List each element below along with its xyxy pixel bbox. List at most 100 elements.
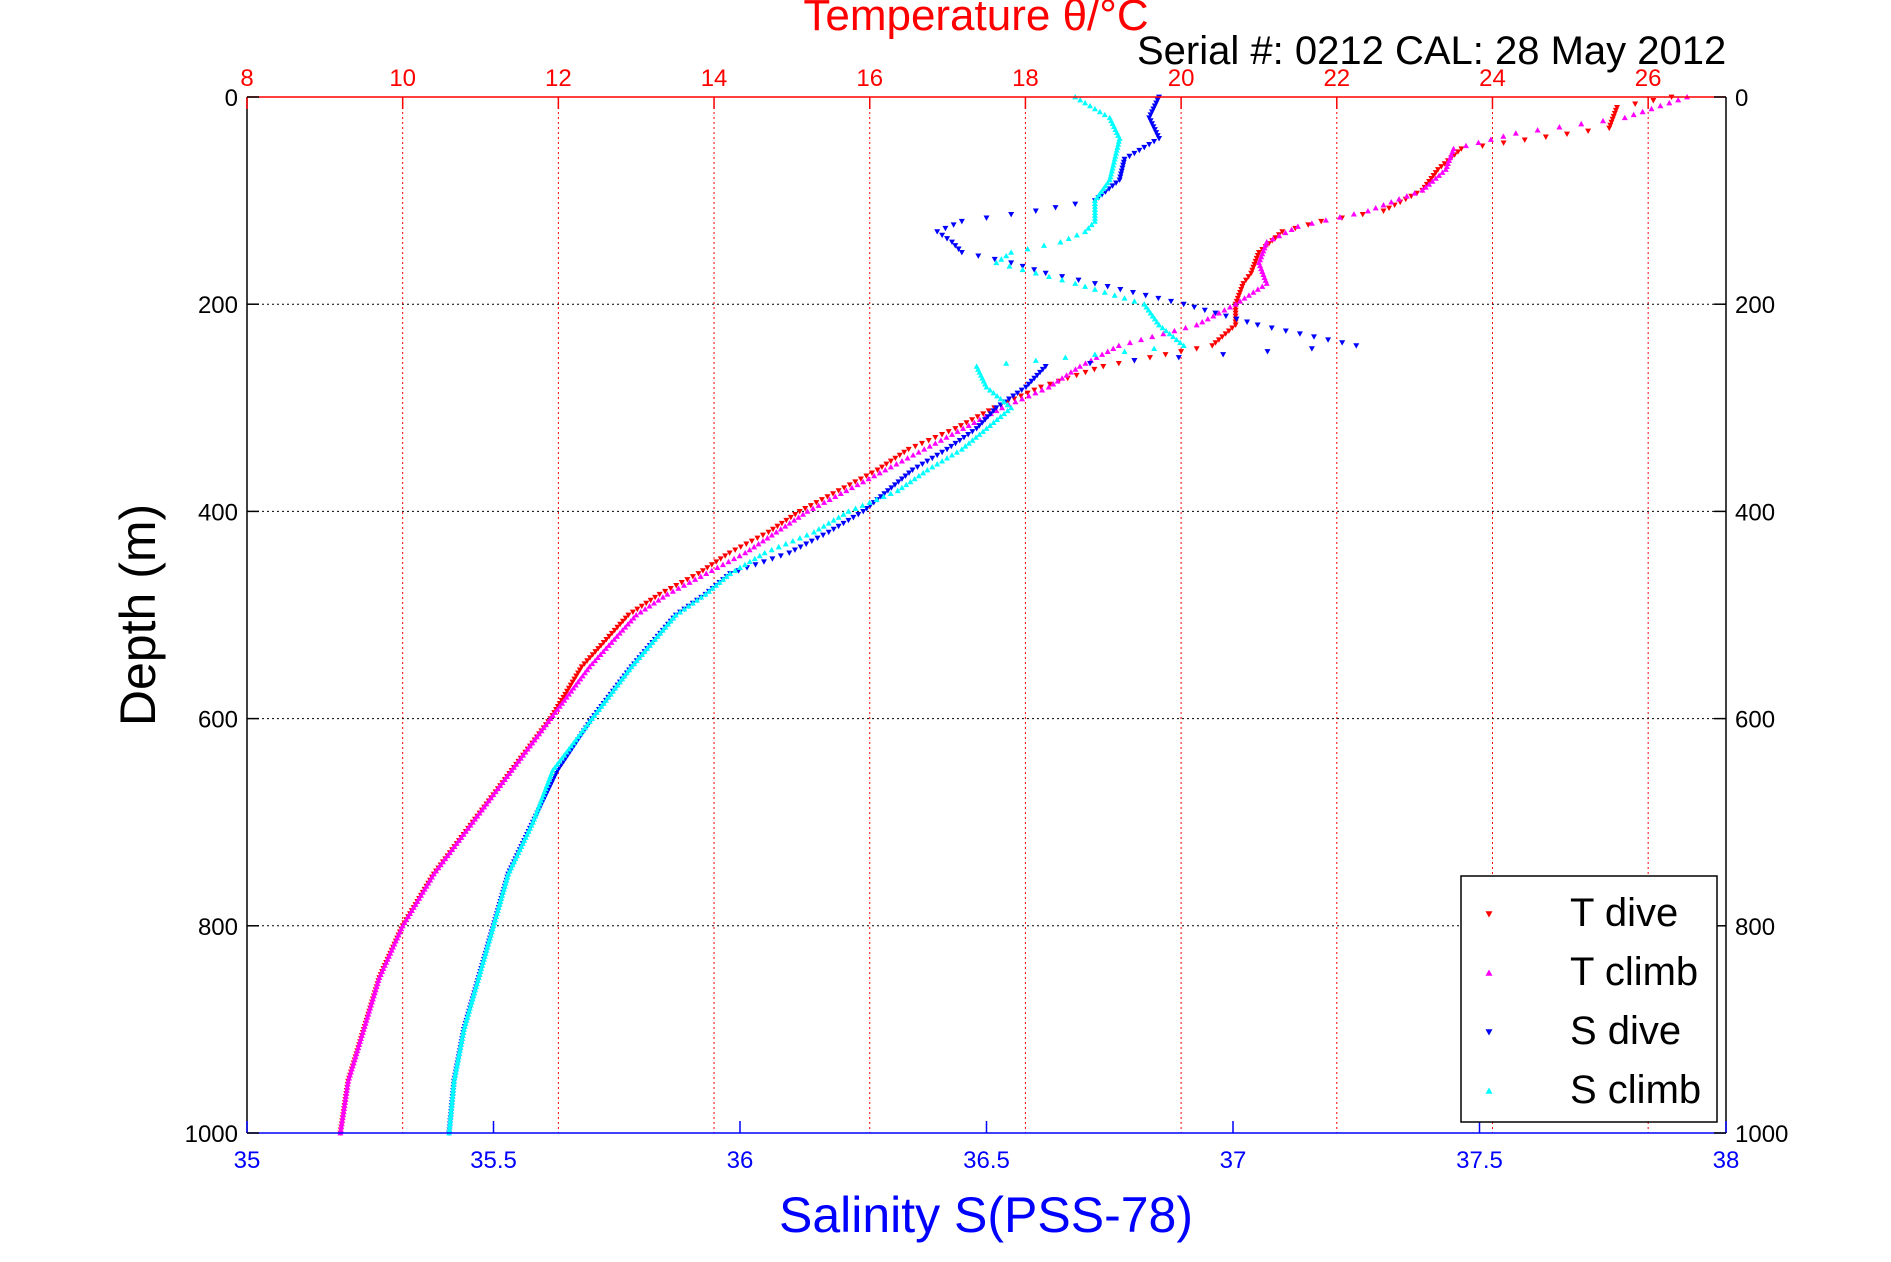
interp-point	[626, 666, 633, 673]
interp-point	[558, 755, 565, 761]
interp-point	[533, 733, 540, 740]
interp-point	[476, 810, 483, 816]
interp-point	[1151, 127, 1158, 133]
interp-point	[965, 440, 972, 446]
data-point	[983, 425, 990, 431]
data-point	[1008, 260, 1015, 266]
data-point	[633, 612, 640, 618]
interp-point	[484, 944, 491, 950]
interp-point	[1147, 112, 1154, 118]
interp-point	[957, 423, 964, 429]
legend-marker	[1485, 911, 1493, 918]
interp-point	[611, 627, 618, 634]
interp-point	[830, 517, 837, 523]
interp-point	[504, 874, 511, 880]
interp-point	[1063, 372, 1070, 378]
interp-point	[1153, 130, 1160, 136]
data-point	[765, 529, 772, 536]
interp-point	[1411, 190, 1418, 196]
data-point	[703, 570, 710, 576]
interp-point	[361, 1023, 368, 1029]
interp-point	[787, 514, 794, 521]
interp-point	[965, 422, 972, 428]
data-point	[921, 446, 928, 452]
interp-point	[1308, 220, 1315, 226]
data-point	[1232, 301, 1239, 307]
interp-point	[474, 813, 481, 819]
interp-point	[1004, 401, 1011, 408]
interp-point	[459, 1032, 466, 1038]
interp-point	[865, 475, 872, 482]
interp-point	[944, 236, 951, 242]
data-point	[1294, 223, 1301, 229]
data-point	[742, 549, 749, 556]
salinity-tick-label: 37	[1220, 1147, 1247, 1174]
interp-point	[341, 1102, 348, 1108]
interp-point	[1120, 162, 1127, 169]
interp-point	[456, 837, 463, 843]
interp-point	[1085, 225, 1092, 231]
interp-point	[1210, 313, 1217, 319]
interp-point	[554, 761, 561, 767]
interp-point	[565, 685, 572, 692]
interp-point	[471, 989, 478, 996]
interp-point	[565, 691, 572, 697]
depth-tick-label-left: 200	[198, 292, 238, 319]
data-point	[1032, 208, 1039, 214]
interp-point	[906, 470, 913, 476]
interp-point	[692, 576, 699, 582]
interp-point	[497, 782, 504, 789]
interp-point	[1234, 295, 1241, 302]
interp-point	[881, 491, 888, 497]
interp-point	[1039, 366, 1046, 373]
interp-point	[613, 633, 620, 639]
data-point	[804, 508, 811, 514]
interp-point	[1091, 286, 1098, 292]
interp-point	[1607, 122, 1614, 129]
interp-point	[1403, 193, 1410, 199]
interp-point	[560, 694, 567, 701]
interp-point	[482, 950, 489, 956]
data-point	[1512, 130, 1519, 136]
interp-point	[1276, 232, 1283, 239]
interp-point	[492, 788, 499, 795]
interp-point	[880, 493, 887, 499]
interp-point	[1153, 100, 1160, 106]
interp-point	[367, 1005, 374, 1011]
interp-point	[677, 609, 684, 615]
chart-subtitle: Serial #: 0212 CAL: 28 May 2012	[1137, 29, 1726, 73]
interp-point	[1104, 179, 1111, 186]
interp-point	[1008, 212, 1015, 218]
interp-point	[1136, 147, 1143, 154]
interp-point	[592, 649, 599, 655]
data-point	[1106, 176, 1113, 183]
interp-point	[371, 989, 378, 996]
interp-point	[751, 555, 758, 562]
interp-point	[732, 547, 739, 553]
interp-point	[1233, 316, 1240, 322]
interp-point	[442, 855, 449, 862]
data-point	[1111, 156, 1118, 162]
interp-point	[670, 615, 677, 621]
interp-point	[348, 1066, 355, 1072]
interp-point	[746, 546, 753, 553]
interp-point	[1117, 174, 1124, 180]
salinity-tick-label: 35.5	[470, 1147, 517, 1174]
interp-point	[594, 654, 601, 661]
interp-point	[972, 434, 979, 440]
legend-items: T dive T climb S dive S climb	[1485, 891, 1701, 1112]
interp-point	[1521, 137, 1528, 143]
interp-point	[925, 437, 932, 444]
interp-point	[1251, 261, 1258, 268]
interp-point	[713, 582, 720, 588]
interp-point	[1322, 217, 1329, 223]
interp-point	[1037, 369, 1044, 376]
interp-point	[1609, 116, 1616, 123]
interp-point	[447, 1117, 454, 1124]
interp-point	[743, 541, 750, 547]
interp-point	[1220, 352, 1227, 358]
interp-point	[902, 473, 909, 479]
interp-point	[892, 455, 899, 462]
interp-point	[871, 472, 878, 479]
interp-point	[1191, 304, 1198, 311]
